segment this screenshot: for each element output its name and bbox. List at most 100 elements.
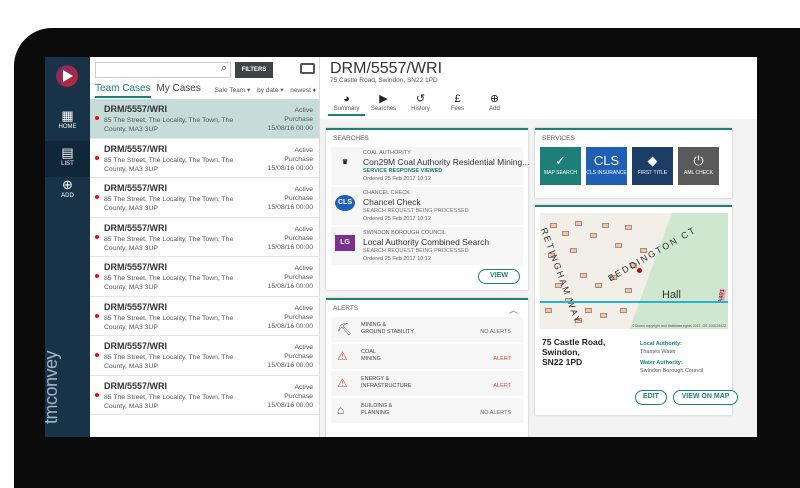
alert-item[interactable]: ⌂ BUILDING & PLANNING NO ALERTS (331, 398, 523, 423)
alert-item[interactable]: ⚠ COAL MINING ALERT (331, 344, 523, 369)
service-first-title-button[interactable]: ◆ FIRST TITLE (632, 147, 673, 185)
search-status: SEARCH REQUEST BEING PROCESSED (363, 248, 469, 254)
case-header: DRM/5557/WRI 75 Castle Road, Swindon, SN… (300, 57, 757, 119)
property-card: BEDDINGTON CT RETINGHAM WAY Hall A491 ©C… (535, 205, 738, 415)
edit-button[interactable]: EDIT (635, 390, 667, 405)
property-address: 75 Castle Road, Swindon, SN22 1PD (542, 337, 605, 367)
nav-label: ADD (61, 193, 74, 199)
tab-team-cases[interactable]: Team Cases (95, 83, 151, 98)
action-label: Add (489, 106, 500, 112)
case-date: 15/08/16 00:00 (267, 204, 313, 211)
case-type: Purchase (284, 195, 313, 202)
table-row[interactable]: DRM/5557/WRI 85 The Street, The Locality,… (90, 178, 319, 218)
planning-icon: ⌂ (337, 403, 345, 417)
search-icon[interactable]: ⌕ (220, 62, 227, 74)
building (580, 273, 587, 278)
table-row[interactable]: DRM/5557/WRI 85 The Street, The Locality,… (90, 138, 319, 178)
alert-label: COAL MINING (361, 349, 381, 362)
unread-indicator (95, 392, 99, 397)
pound-icon: £ (454, 93, 461, 105)
address-line: 75 Castle Road, (542, 337, 606, 347)
case-ref: DRM/5557/WRI (104, 104, 168, 114)
warning-icon: ⚠ (337, 349, 348, 363)
case-date: 15/08/16 00:00 (267, 125, 313, 132)
fees-tab[interactable]: £ Fees (439, 93, 476, 116)
authorities: Local Authority: Thames Water Water Auth… (640, 340, 703, 375)
service-aml-check-button[interactable]: ⏻ AML CHECK (678, 147, 719, 185)
alert-value: NO ALERTS (480, 329, 511, 335)
sort-by-dropdown[interactable]: by date ▾ (257, 87, 284, 94)
unread-indicator (95, 313, 99, 318)
case-tabs: Team Cases My Cases (95, 83, 204, 98)
view-on-map-button[interactable]: VIEW ON MAP (673, 390, 738, 405)
building (610, 275, 617, 280)
alert-value: ALERT (493, 383, 511, 389)
search-ordered: Ordered 25 Feb 2017 10:12 (363, 216, 431, 222)
case-title: DRM/5557/WRI (330, 60, 443, 77)
service-label: AML CHECK (684, 170, 713, 176)
case-meta: Active Purchase 15/08/16 00:00 (268, 383, 313, 410)
searches-tab[interactable]: ▶ Searches (365, 93, 402, 116)
alert-value: NO ALERTS (480, 410, 511, 416)
service-label: CLS INSURANCE (586, 170, 627, 176)
case-type: Purchase (284, 155, 313, 163)
services-heading: SERVICES (542, 135, 575, 142)
case-meta: Active Purchase 15/08/16 00:00 (268, 225, 313, 252)
searches-card: SEARCHES ♛ COAL AUTHORITY Con29M Coal Auth… (326, 128, 529, 290)
service-map-search-button[interactable]: ✓ MAP SEARCH (540, 147, 581, 185)
service-cls-insurance-button[interactable]: CLS CLS INSURANCE (586, 147, 627, 185)
case-type: Purchase (284, 392, 313, 400)
dashboard-icon: ◕ (343, 93, 350, 105)
case-ref: DRM/5557/WRI (104, 222, 168, 233)
table-row[interactable]: DRM/5557/WRI 85 The Street, The Locality,… (90, 375, 319, 415)
table-row[interactable]: DRM/5557/WRI 85 The Street, The Locality,… (90, 257, 319, 297)
building (625, 288, 632, 293)
sidebar-item-add[interactable]: ⊕ ADD (45, 173, 90, 209)
unread-indicator (95, 116, 99, 120)
team-filter-dropdown[interactable]: Sale Team ▾ (214, 87, 251, 94)
table-row[interactable]: DRM/5557/WRI 85 The Street, The Locality,… (90, 99, 319, 139)
building (555, 283, 562, 288)
case-status: Active (294, 186, 313, 193)
case-address: 75 Castle Road, Swindon, SN22 1PD (330, 77, 438, 84)
case-address: 85 The Street, The Locality, The Town, T… (104, 117, 234, 133)
building (600, 313, 607, 318)
view-searches-button[interactable]: VIEW (478, 269, 520, 284)
alert-item[interactable]: ⛏ MINING & GROUND STABILITY NO ALERTS (331, 317, 523, 342)
service-label: FIRST TITLE (637, 170, 668, 176)
case-meta: Active Purchase 15/08/16 00:00 (268, 185, 313, 212)
add-tab[interactable]: ⊕ Add (476, 93, 513, 116)
summary-tab[interactable]: ◕ Summary (328, 93, 365, 116)
case-detail: DRM/5557/WRI 75 Castle Road, Swindon, SN… (300, 57, 757, 437)
sidebar: ▦ HOME ▤ LIST ⊕ ADD tmconvey (45, 57, 90, 437)
building (602, 223, 609, 228)
building (615, 243, 622, 248)
filters-button[interactable]: FILTERS (235, 62, 273, 78)
crest-logo: ♛ (341, 159, 349, 166)
sidebar-item-list[interactable]: ▤ LIST (45, 141, 90, 177)
table-row[interactable]: DRM/5557/WRI 85 The Street, The Locality,… (90, 336, 319, 376)
search-item[interactable]: CLS CHANCEL CHECK Chancel Check SEARCH REQU… (331, 187, 523, 225)
case-status: Active (294, 304, 313, 312)
table-row[interactable]: DRM/5557/WRI 85 The Street, The Locality,… (90, 217, 319, 257)
table-row[interactable]: DRM/5557/WRI 85 The Street, The Locality,… (90, 296, 319, 336)
property-map[interactable]: BEDDINGTON CT RETINGHAM WAY Hall A491 ©C… (540, 213, 728, 329)
case-date: 15/08/16 00:00 (267, 283, 313, 290)
collapse-chevron-icon[interactable]: ︿ (508, 305, 518, 315)
tablet-view-icon[interactable] (300, 63, 315, 74)
case-type: Purchase (284, 274, 313, 281)
building (625, 225, 632, 230)
case-ref: DRM/5557/WRI (104, 262, 168, 272)
alert-item[interactable]: ⚠ ENERGY & INFRASTRUCTURE ALERT (331, 371, 523, 396)
search-ordered: Ordered 25 Feb 2017 10:12 (363, 256, 431, 262)
search-item[interactable]: ♛ COAL AUTHORITY Con29M Coal Authority Res… (331, 147, 529, 185)
order-dropdown[interactable]: newest ♦ (290, 87, 316, 94)
history-tab[interactable]: ↺ History (402, 93, 439, 116)
case-status: Active (294, 225, 313, 233)
tab-my-cases[interactable]: My Cases (156, 83, 201, 94)
search-input[interactable]: ⌕ (95, 62, 231, 78)
case-status: Active (294, 146, 313, 154)
sidebar-item-home[interactable]: ▦ HOME (45, 104, 90, 140)
search-item[interactable]: LG SWINDON BOROUGH COUNCIL Local Authority… (331, 227, 523, 265)
case-ref: DRM/5557/WRI (104, 380, 168, 391)
